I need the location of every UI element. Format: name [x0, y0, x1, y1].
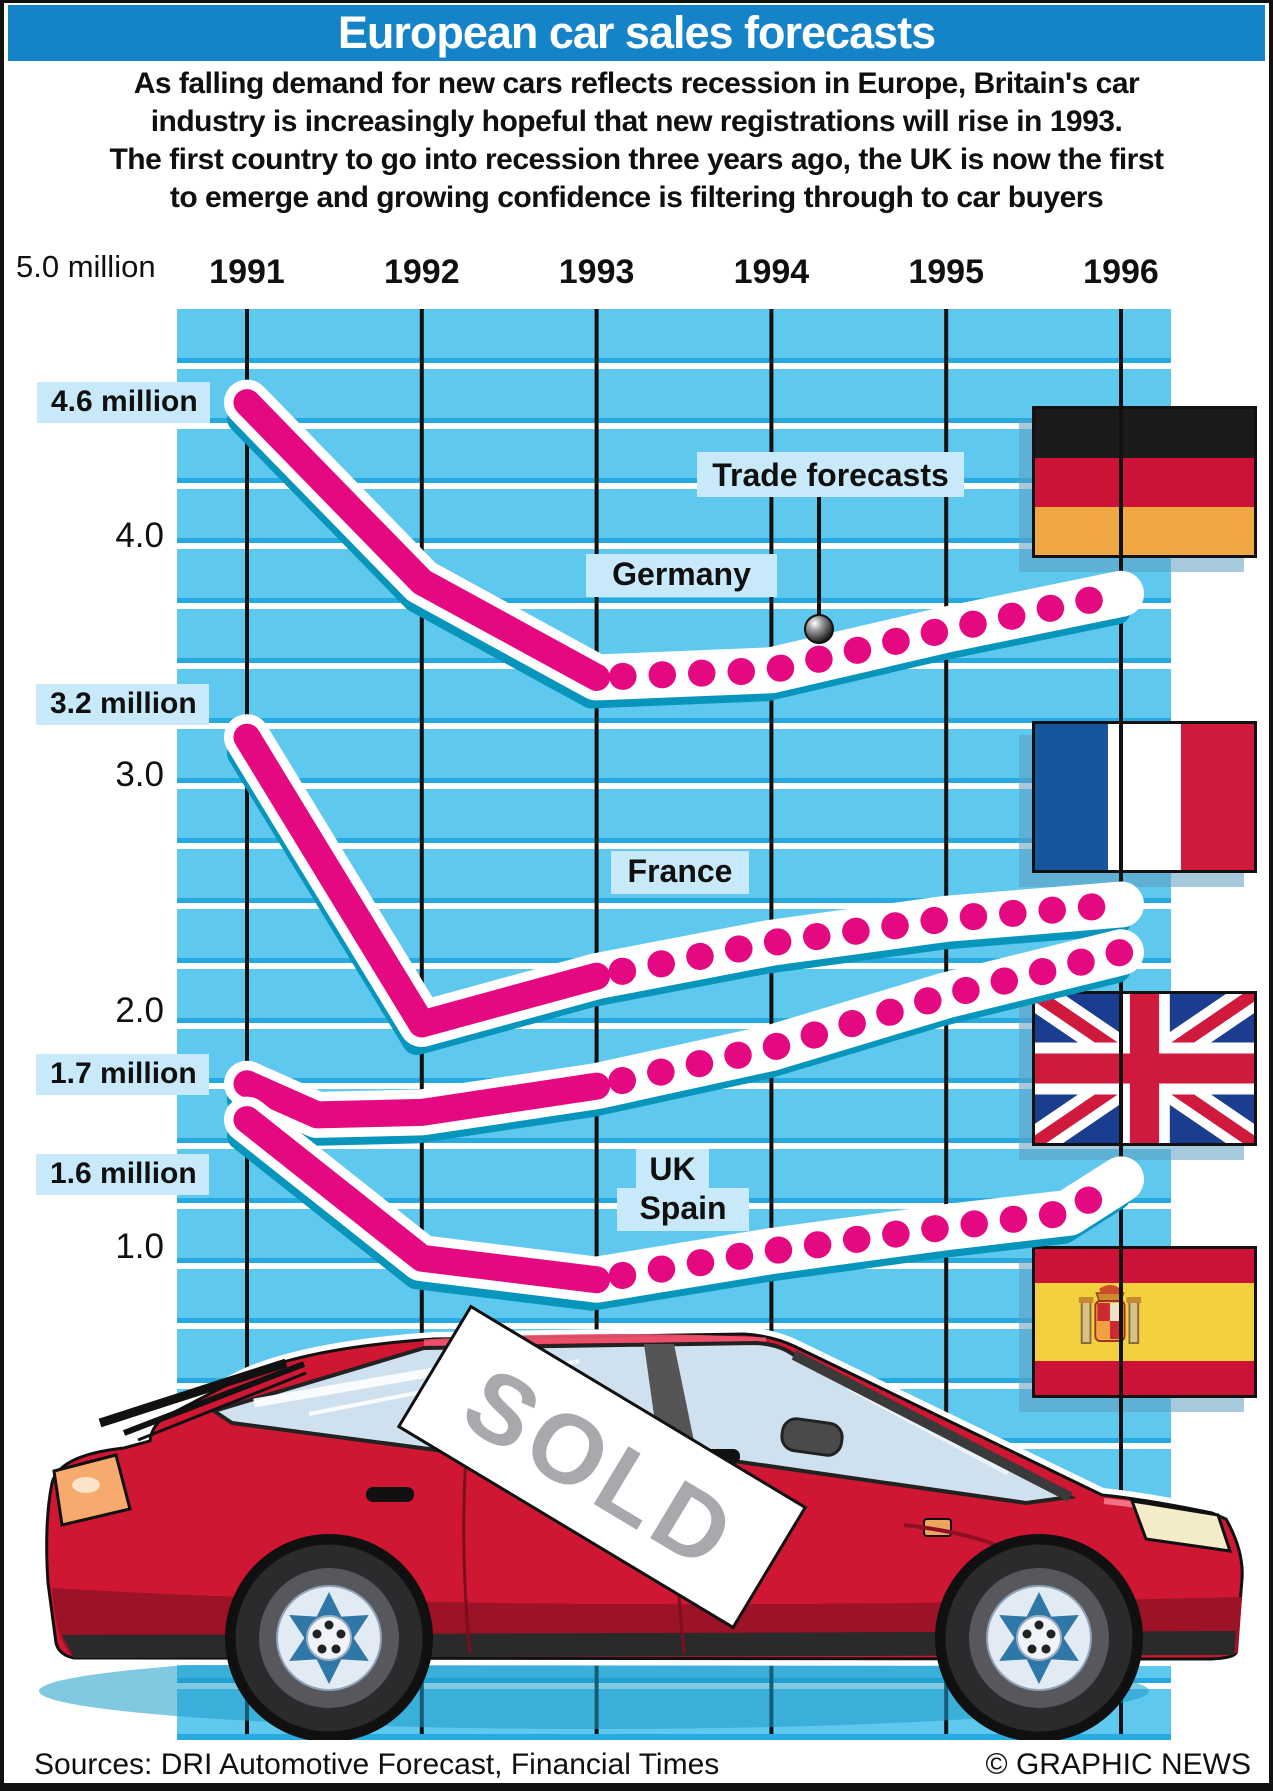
france-actual: [233, 723, 611, 1038]
france-line: [224, 714, 1144, 1055]
trade-forecasts-pointer: [804, 492, 834, 644]
year-label-1995: 1995: [908, 253, 984, 291]
germany-actual: [233, 389, 611, 691]
year-label-1996: 1996: [1083, 253, 1159, 291]
callout-1-7-million: 1.7 million: [36, 1054, 209, 1095]
a-pillar: [791, 1350, 1073, 1502]
spain-line: [224, 1096, 1144, 1311]
hatch-trim: [98, 1358, 288, 1428]
intro-line: to emerge and growing confidence is filt…: [169, 181, 1104, 214]
trade-forecasts-label: Trade forecasts: [697, 452, 964, 497]
side-mirror: [780, 1417, 844, 1457]
spain-forecast-dotted: [583, 1165, 1135, 1294]
footer: Sources: DRI Automotive Forecast, Financ…: [8, 1740, 1265, 1783]
spain-flag-icon: [1035, 1249, 1254, 1395]
spain-flag: [1032, 1246, 1257, 1398]
label-spain: Spain: [617, 1188, 749, 1231]
callout-3-2-million: 3.2 million: [36, 684, 209, 725]
rear-wiper-icon: [137, 1371, 307, 1442]
callout-1-6-million: 1.6 million: [36, 1154, 209, 1195]
germany-line: [224, 379, 1144, 709]
bottom-border-bar: [4, 1783, 1269, 1791]
axis-label-4: 4.0: [115, 516, 164, 555]
rear-wiper-icon: [122, 1361, 306, 1436]
intro-line: As falling demand for new cars reflects …: [133, 67, 1140, 100]
sold-car-illustration: SOLD: [39, 1304, 1250, 1742]
year-label-1993: 1993: [558, 253, 635, 291]
sources-text: Sources: DRI Automotive Forecast, Financ…: [34, 1748, 720, 1781]
france-flag-icon: [1035, 724, 1254, 870]
door-seam: [462, 1454, 472, 1654]
germany-flag-icon: [1035, 409, 1254, 555]
title-bar: European car sales forecasts: [8, 5, 1265, 61]
france-flag: [1032, 721, 1257, 873]
axis-label-2: 2.0: [115, 991, 164, 1030]
france-forecast-dotted: [583, 891, 1135, 990]
intro-line: industry is increasingly hopeful that ne…: [150, 105, 1123, 138]
tail-lamp-highlight: [72, 1477, 100, 1493]
spain-actual: [233, 1106, 611, 1294]
uk-forecast-dotted: [583, 938, 1135, 1100]
door-handle: [366, 1487, 414, 1502]
germany-flag: [1032, 406, 1257, 558]
callout-4-6-million: 4.6 million: [37, 382, 210, 423]
front-wheel: [935, 1534, 1143, 1742]
label-uk: UK: [636, 1149, 709, 1192]
label-france: France: [611, 851, 749, 894]
headlight: [1129, 1499, 1233, 1553]
chart-overlay: SOLD: [39, 309, 1250, 1742]
intro-text: As falling demand for new cars reflects …: [20, 65, 1253, 217]
rear-wheel: [225, 1534, 433, 1742]
year-label-1991: 1991: [209, 253, 285, 291]
uk-line: [224, 929, 1144, 1146]
year-label-1992: 1992: [383, 253, 460, 291]
intro-line: The first country to go into recession t…: [109, 143, 1164, 176]
credit-text: © GRAPHIC NEWS: [985, 1748, 1251, 1781]
axis-label-3: 3.0: [115, 755, 164, 794]
axis-label-5-million: 5.0 million: [16, 249, 156, 284]
germany-forecast-dotted: [583, 580, 1135, 691]
uk-flag-icon: [1035, 994, 1254, 1143]
series-lines: [224, 379, 1144, 1311]
pin-ball-icon: [804, 614, 834, 644]
year-label-1994: 1994: [733, 253, 810, 291]
page-title: European car sales forecasts: [337, 7, 936, 58]
axis-label-1: 1.0: [115, 1227, 164, 1266]
label-germany: Germany: [586, 554, 777, 597]
uk-actual: [233, 1070, 611, 1129]
uk-flag: [1032, 991, 1257, 1146]
